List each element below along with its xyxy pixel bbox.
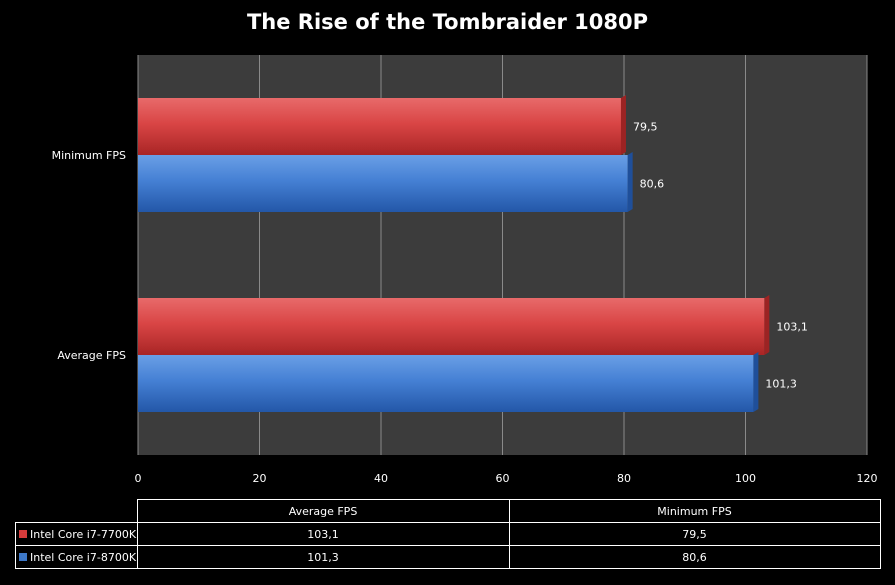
bar: [138, 95, 626, 155]
table-series-label: Intel Core i7-7700K: [30, 527, 137, 541]
bar-face: [138, 355, 754, 412]
table-header-minimum: Minimum FPS: [508, 499, 881, 523]
table-cell: 103,1: [136, 522, 510, 546]
data-label: 79,5: [633, 121, 658, 134]
data-label: 103,1: [776, 321, 808, 334]
x-tick-label: 120: [857, 472, 878, 485]
table-cell: 101,3: [136, 545, 510, 569]
x-tick-label: 60: [496, 472, 510, 485]
bar: [138, 352, 759, 412]
table-row: Intel Core i7-7700K 103,1 79,5: [15, 522, 881, 546]
data-label: 101,3: [765, 378, 797, 391]
table-row: Intel Core i7-8700K 101,3 80,6: [15, 545, 881, 569]
bars: [138, 95, 770, 412]
bar-side: [620, 95, 626, 155]
x-tick-label: 20: [253, 472, 267, 485]
bar-face: [138, 298, 765, 355]
bar: [138, 295, 770, 355]
bar-face: [138, 98, 621, 155]
category-label: Average FPS: [57, 349, 126, 362]
table-cell: 80,6: [508, 545, 881, 569]
bar-face: [138, 155, 628, 212]
bar-side: [753, 352, 759, 412]
table-cell: 79,5: [508, 522, 881, 546]
bar-chart: 0 20 40 60 80 100 120 79,5 80,6 Minimum FPS 103,1 1…: [52, 55, 878, 486]
legend-swatch-red: [19, 529, 27, 538]
labels: 0 20 40 60 80 100 120 79,5 80,6 Minimum FPS 103,1 1…: [52, 121, 878, 486]
legend-swatch-blue: [19, 552, 27, 561]
x-tick-label: 100: [735, 472, 756, 485]
data-table: Average FPS Minimum FPS Intel Core i7-77…: [15, 499, 881, 569]
table-series-label: Intel Core i7-8700K: [30, 550, 137, 564]
chart-title: The Rise of the Tombraider 1080P: [246, 10, 649, 34]
x-tick-label: 80: [617, 472, 631, 485]
bar-side: [627, 152, 633, 212]
x-tick-label: 40: [374, 472, 388, 485]
table-header-row: Average FPS Minimum FPS: [15, 499, 881, 523]
category-label: Minimum FPS: [52, 149, 126, 162]
bar-side: [764, 295, 770, 355]
x-tick-label: 0: [135, 472, 142, 485]
bar: [138, 152, 633, 212]
table-header-average: Average FPS: [136, 499, 510, 523]
data-label: 80,6: [640, 178, 665, 191]
